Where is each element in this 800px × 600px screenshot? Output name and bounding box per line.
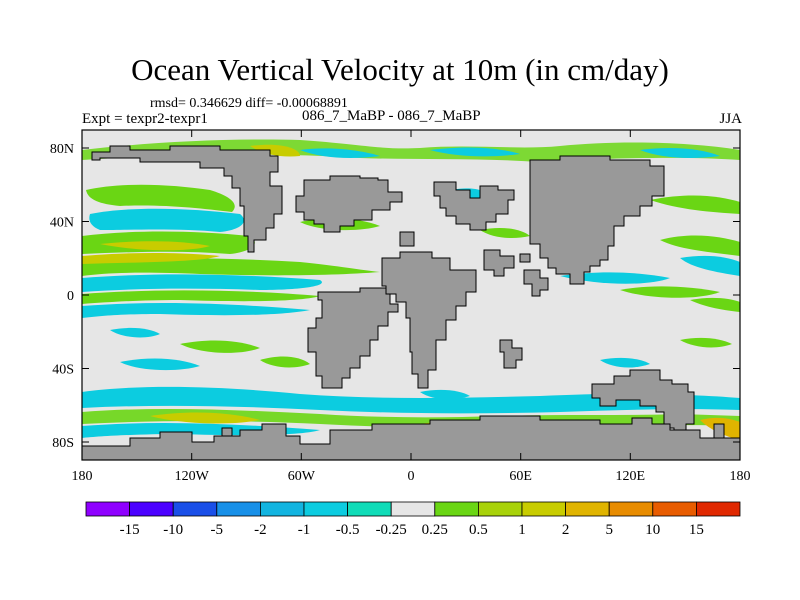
colorbar-box <box>347 501 392 517</box>
velocity-contour <box>180 340 260 353</box>
colorbar-label: 10 <box>645 522 660 538</box>
velocity-contour <box>110 327 160 338</box>
y-tick-label: 80S <box>52 436 74 451</box>
colorbar-box <box>172 501 218 517</box>
axis-ticks <box>81 130 741 460</box>
land-south-america <box>307 287 399 389</box>
x-tick-label: 60W <box>288 469 316 484</box>
velocity-contour <box>300 148 380 158</box>
velocity-contour <box>82 258 380 276</box>
velocity-contour <box>82 303 310 318</box>
rmsd-diff-stats: rmsd= 0.346629 diff= -0.00068891 <box>150 96 348 111</box>
colorbar-label: -0.5 <box>336 522 360 538</box>
velocity-contour <box>150 412 260 424</box>
colorbar-label: 15 <box>689 522 704 538</box>
land-iceland <box>399 231 415 247</box>
colorbar-label: 0.25 <box>422 522 448 538</box>
colorbar-label: 5 <box>605 522 613 538</box>
velocity-contour <box>650 195 740 214</box>
land-masks <box>82 145 740 460</box>
colorbar-box <box>259 501 305 517</box>
velocity-contour <box>100 241 210 251</box>
x-tick-label: 0 <box>408 469 415 484</box>
colorbar-box <box>303 501 348 517</box>
x-tick-label: 60E <box>509 469 532 484</box>
colorbar-box <box>652 501 697 517</box>
land-greenland-arctic <box>295 175 403 233</box>
land-madagascar <box>499 339 523 369</box>
velocity-contour <box>86 184 235 212</box>
season-label: JJA <box>719 111 742 127</box>
velocity-contour <box>680 337 732 348</box>
colorbar-box <box>85 501 130 517</box>
colorbar-label: -5 <box>211 522 224 538</box>
colorbar-label: -0.25 <box>376 522 407 538</box>
velocity-contour <box>82 386 740 414</box>
land-eurasia-west <box>433 181 515 231</box>
velocity-contour <box>420 389 470 400</box>
x-tick-label: 180 <box>730 469 751 484</box>
colorbar-label: -1 <box>298 522 311 538</box>
land-africa <box>381 251 477 389</box>
velocity-contour <box>82 274 322 292</box>
colorbar-box <box>521 501 566 517</box>
colorbar-box <box>434 501 479 517</box>
x-tick-label: 180 <box>72 469 93 484</box>
land-arabia <box>483 249 515 277</box>
land-north-america <box>91 145 283 253</box>
colorbar-box <box>565 501 610 517</box>
velocity-contour <box>560 272 670 284</box>
plot-title: Ocean Vertical Velocity at 10m (in cm/da… <box>131 52 669 87</box>
experiment-label: Expt = texpr2-texpr1 <box>82 111 208 127</box>
velocity-contour <box>640 148 720 158</box>
velocity-contour <box>600 357 650 368</box>
colorbar-label: 1 <box>518 522 526 538</box>
velocity-contour <box>120 358 200 371</box>
x-tick-label: 120E <box>616 469 646 484</box>
colorbar-label: -10 <box>163 522 183 538</box>
land-eurasia-east <box>529 155 665 285</box>
land-antarctica <box>82 415 740 460</box>
x-tick-label: 120W <box>175 469 210 484</box>
velocity-contour <box>660 235 740 256</box>
y-tick-label: 40N <box>50 216 74 231</box>
colorbar-box <box>608 501 654 517</box>
colorbar-label: -15 <box>120 522 140 538</box>
colorbar-label: 2 <box>562 522 570 538</box>
velocity-contour <box>680 255 740 276</box>
y-tick-label: 40S <box>52 363 74 378</box>
velocity-contour <box>89 208 244 232</box>
y-tick-label: 0 <box>67 289 74 304</box>
colorbar-box <box>129 501 174 517</box>
land-small-island <box>221 427 233 437</box>
velocity-contour <box>690 297 740 312</box>
colorbar-box <box>390 501 436 517</box>
velocity-contour <box>620 286 720 298</box>
velocity-contour <box>430 147 520 157</box>
velocity-contour <box>82 290 320 304</box>
colorbar-label: -2 <box>254 522 267 538</box>
velocity-contour <box>260 356 310 368</box>
colorbar-label: 0.5 <box>469 522 488 538</box>
case-names: 086_7_MaBP - 086_7_MaBP <box>302 108 481 124</box>
colorbar: -15 -10 -5 -2 -1 -0.5 -0.25 0.25 0.5 1 2 5 10 15 <box>85 501 741 538</box>
velocity-contour <box>82 253 220 264</box>
colorbar-box <box>216 501 261 517</box>
land-india <box>523 269 549 297</box>
velocity-contour <box>480 228 530 238</box>
colorbar-box <box>477 501 523 517</box>
land-small-island <box>519 253 531 263</box>
colorbar-box <box>696 501 741 517</box>
velocity-contour <box>250 144 300 157</box>
y-tick-label: 80N <box>50 142 74 157</box>
